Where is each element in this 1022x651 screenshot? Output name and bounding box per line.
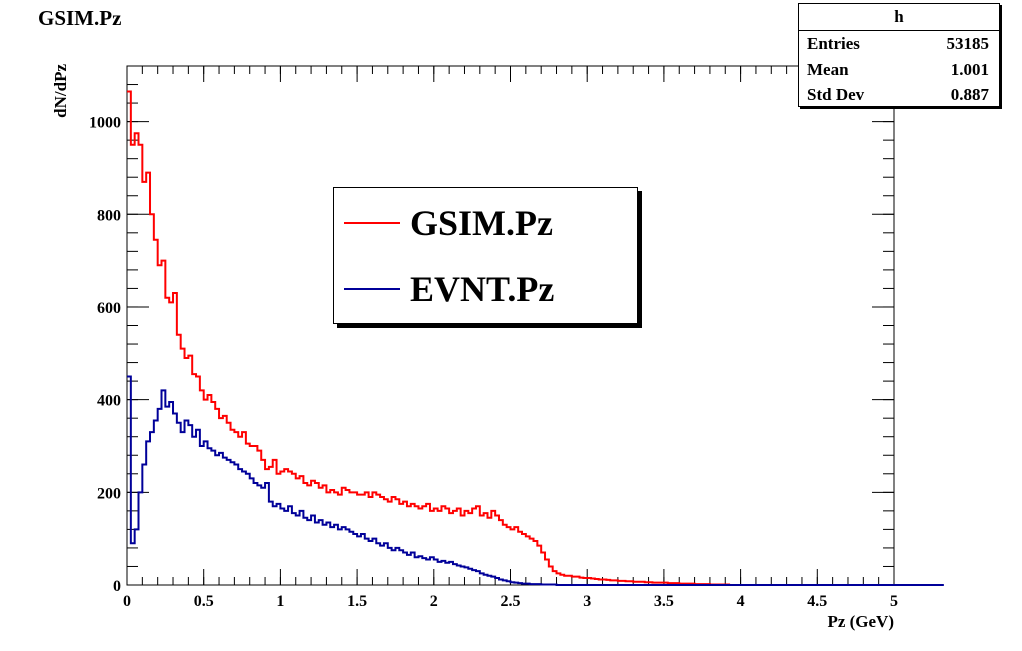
series-line-evnt-pz [127,375,944,586]
x-tick-label: 4 [737,593,745,610]
stats-std-value: 0.887 [950,85,989,104]
x-tick-label: 0.5 [194,593,214,610]
x-tick-label: 4.5 [807,593,827,610]
legend-label-gsim: GSIM.Pz [410,203,553,243]
stats-std-label: Std Dev [807,85,865,104]
x-tick-label: 3 [583,593,591,610]
y-axis-label: dN/dPz [51,64,70,118]
y-tick-label: 200 [97,485,121,502]
stats-row-mean: Mean 1.001 [799,57,999,83]
y-tick-label: 600 [97,300,121,317]
legend-entry-gsim: GSIM.Pz [344,202,553,244]
plot-frame [126,65,895,586]
stats-row-entries: Entries 53185 [799,31,999,57]
series-line-gsim-pz [127,90,902,586]
stats-entries-value: 53185 [946,34,990,53]
x-tick-label: 3.5 [654,593,674,610]
x-axis-label: Pz (GeV) [827,612,894,631]
y-tick-label: 1000 [89,115,121,132]
stats-mean-label: Mean [807,59,849,79]
legend-label-evnt: EVNT.Pz [410,269,555,309]
stats-box: h Entries 53185 Mean 1.001 Std Dev 0.887 [798,3,1000,107]
stats-row-std: Std Dev 0.887 [799,82,999,108]
x-tick-label: 1 [276,593,284,610]
legend-swatch-evnt [344,288,400,290]
chart-title: GSIM.Pz [38,6,122,30]
legend-swatch-gsim [344,222,400,224]
legend-entry-evnt: EVNT.Pz [344,268,554,310]
y-tick-label: 0 [113,578,121,595]
x-tick-label: 5 [890,593,898,610]
x-tick-label: 0 [123,593,131,610]
stats-entries-label: Entries [807,34,860,53]
stats-title: h [799,4,999,31]
x-tick-label: 2 [430,593,438,610]
x-tick-label: 2.5 [501,593,521,610]
y-tick-label: 800 [97,207,121,224]
x-tick-label: 1.5 [347,593,367,610]
legend: GSIM.Pz EVNT.Pz [333,187,638,324]
y-tick-label: 400 [97,393,121,410]
stats-mean-value: 1.001 [950,59,989,79]
